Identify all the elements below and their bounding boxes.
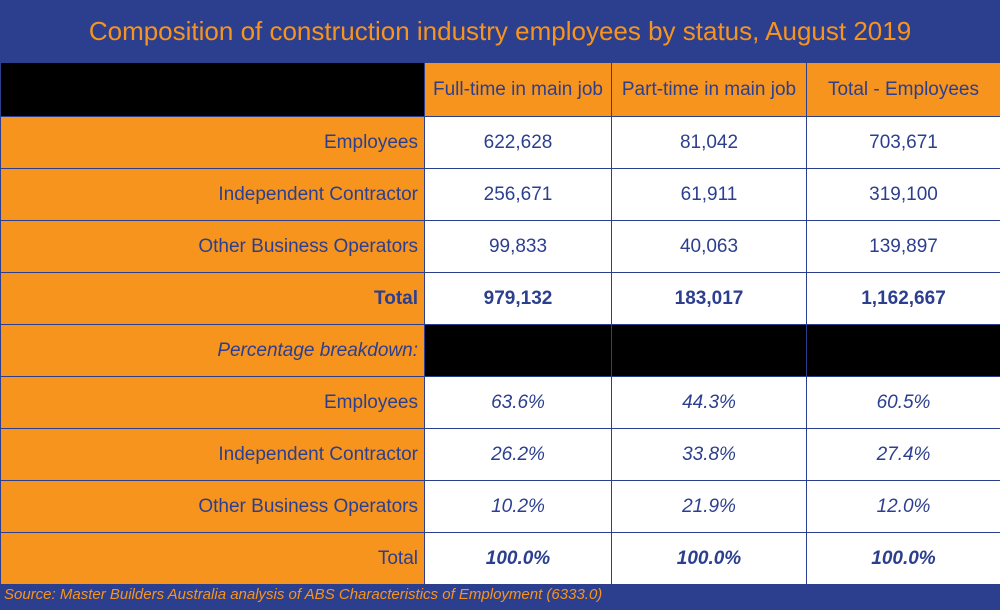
row-label: Independent Contractor xyxy=(0,428,425,481)
table-row: Independent Contractor 26.2% 33.8% 27.4% xyxy=(0,428,1000,481)
blank-cell xyxy=(806,324,1000,377)
table-cell: 622,628 xyxy=(424,116,612,169)
row-label: Total xyxy=(0,532,425,585)
table-cell: 139,897 xyxy=(806,220,1000,273)
row-label: Other Business Operators xyxy=(0,220,425,273)
table-cell: 979,132 xyxy=(424,272,612,325)
table-cell: 27.4% xyxy=(806,428,1000,481)
row-label: Employees xyxy=(0,116,425,169)
table-cell: 63.6% xyxy=(424,376,612,429)
column-header: Part-time in main job xyxy=(611,62,807,117)
row-label: Total xyxy=(0,272,425,325)
table-cell: 21.9% xyxy=(611,480,807,533)
percentage-heading: Percentage breakdown: xyxy=(0,324,425,377)
table-cell: 100.0% xyxy=(806,532,1000,585)
row-label: Employees xyxy=(0,376,425,429)
table-cell: 183,017 xyxy=(611,272,807,325)
table-cell: 12.0% xyxy=(806,480,1000,533)
table-cell: 319,100 xyxy=(806,168,1000,221)
row-label: Independent Contractor xyxy=(0,168,425,221)
table-row: Other Business Operators 99,833 40,063 1… xyxy=(0,220,1000,273)
table-cell: 26.2% xyxy=(424,428,612,481)
blank-cell xyxy=(611,324,807,377)
table-row: Other Business Operators 10.2% 21.9% 12.… xyxy=(0,480,1000,533)
table-cell: 60.5% xyxy=(806,376,1000,429)
total-row: Total 979,132 183,017 1,162,667 xyxy=(0,272,1000,325)
table-title: Composition of construction industry emp… xyxy=(88,15,912,46)
table-cell: 40,063 xyxy=(611,220,807,273)
data-table: Full-time in main job Part-time in main … xyxy=(0,62,1000,585)
table-cell: 44.3% xyxy=(611,376,807,429)
column-header: Full-time in main job xyxy=(424,62,612,117)
table-cell: 33.8% xyxy=(611,428,807,481)
table-row: Independent Contractor 256,671 61,911 31… xyxy=(0,168,1000,221)
table-cell: 703,671 xyxy=(806,116,1000,169)
table-cell: 1,162,667 xyxy=(806,272,1000,325)
header-blank-cell xyxy=(0,62,425,117)
table-cell: 61,911 xyxy=(611,168,807,221)
percentage-heading-row: Percentage breakdown: xyxy=(0,324,1000,377)
blank-cell xyxy=(424,324,612,377)
table-cell: 99,833 xyxy=(424,220,612,273)
table-row: Employees 63.6% 44.3% 60.5% xyxy=(0,376,1000,429)
column-header: Total - Employees xyxy=(806,62,1000,117)
source-note: Source: Master Builders Australia analys… xyxy=(4,586,603,603)
table-cell: 100.0% xyxy=(611,532,807,585)
table-row: Employees 622,628 81,042 703,671 xyxy=(0,116,1000,169)
table-cell: 256,671 xyxy=(424,168,612,221)
table-cell: 100.0% xyxy=(424,532,612,585)
table-cell: 81,042 xyxy=(611,116,807,169)
header-row: Full-time in main job Part-time in main … xyxy=(0,62,1000,117)
percentage-total-row: Total 100.0% 100.0% 100.0% xyxy=(0,532,1000,585)
table-cell: 10.2% xyxy=(424,480,612,533)
row-label: Other Business Operators xyxy=(0,480,425,533)
